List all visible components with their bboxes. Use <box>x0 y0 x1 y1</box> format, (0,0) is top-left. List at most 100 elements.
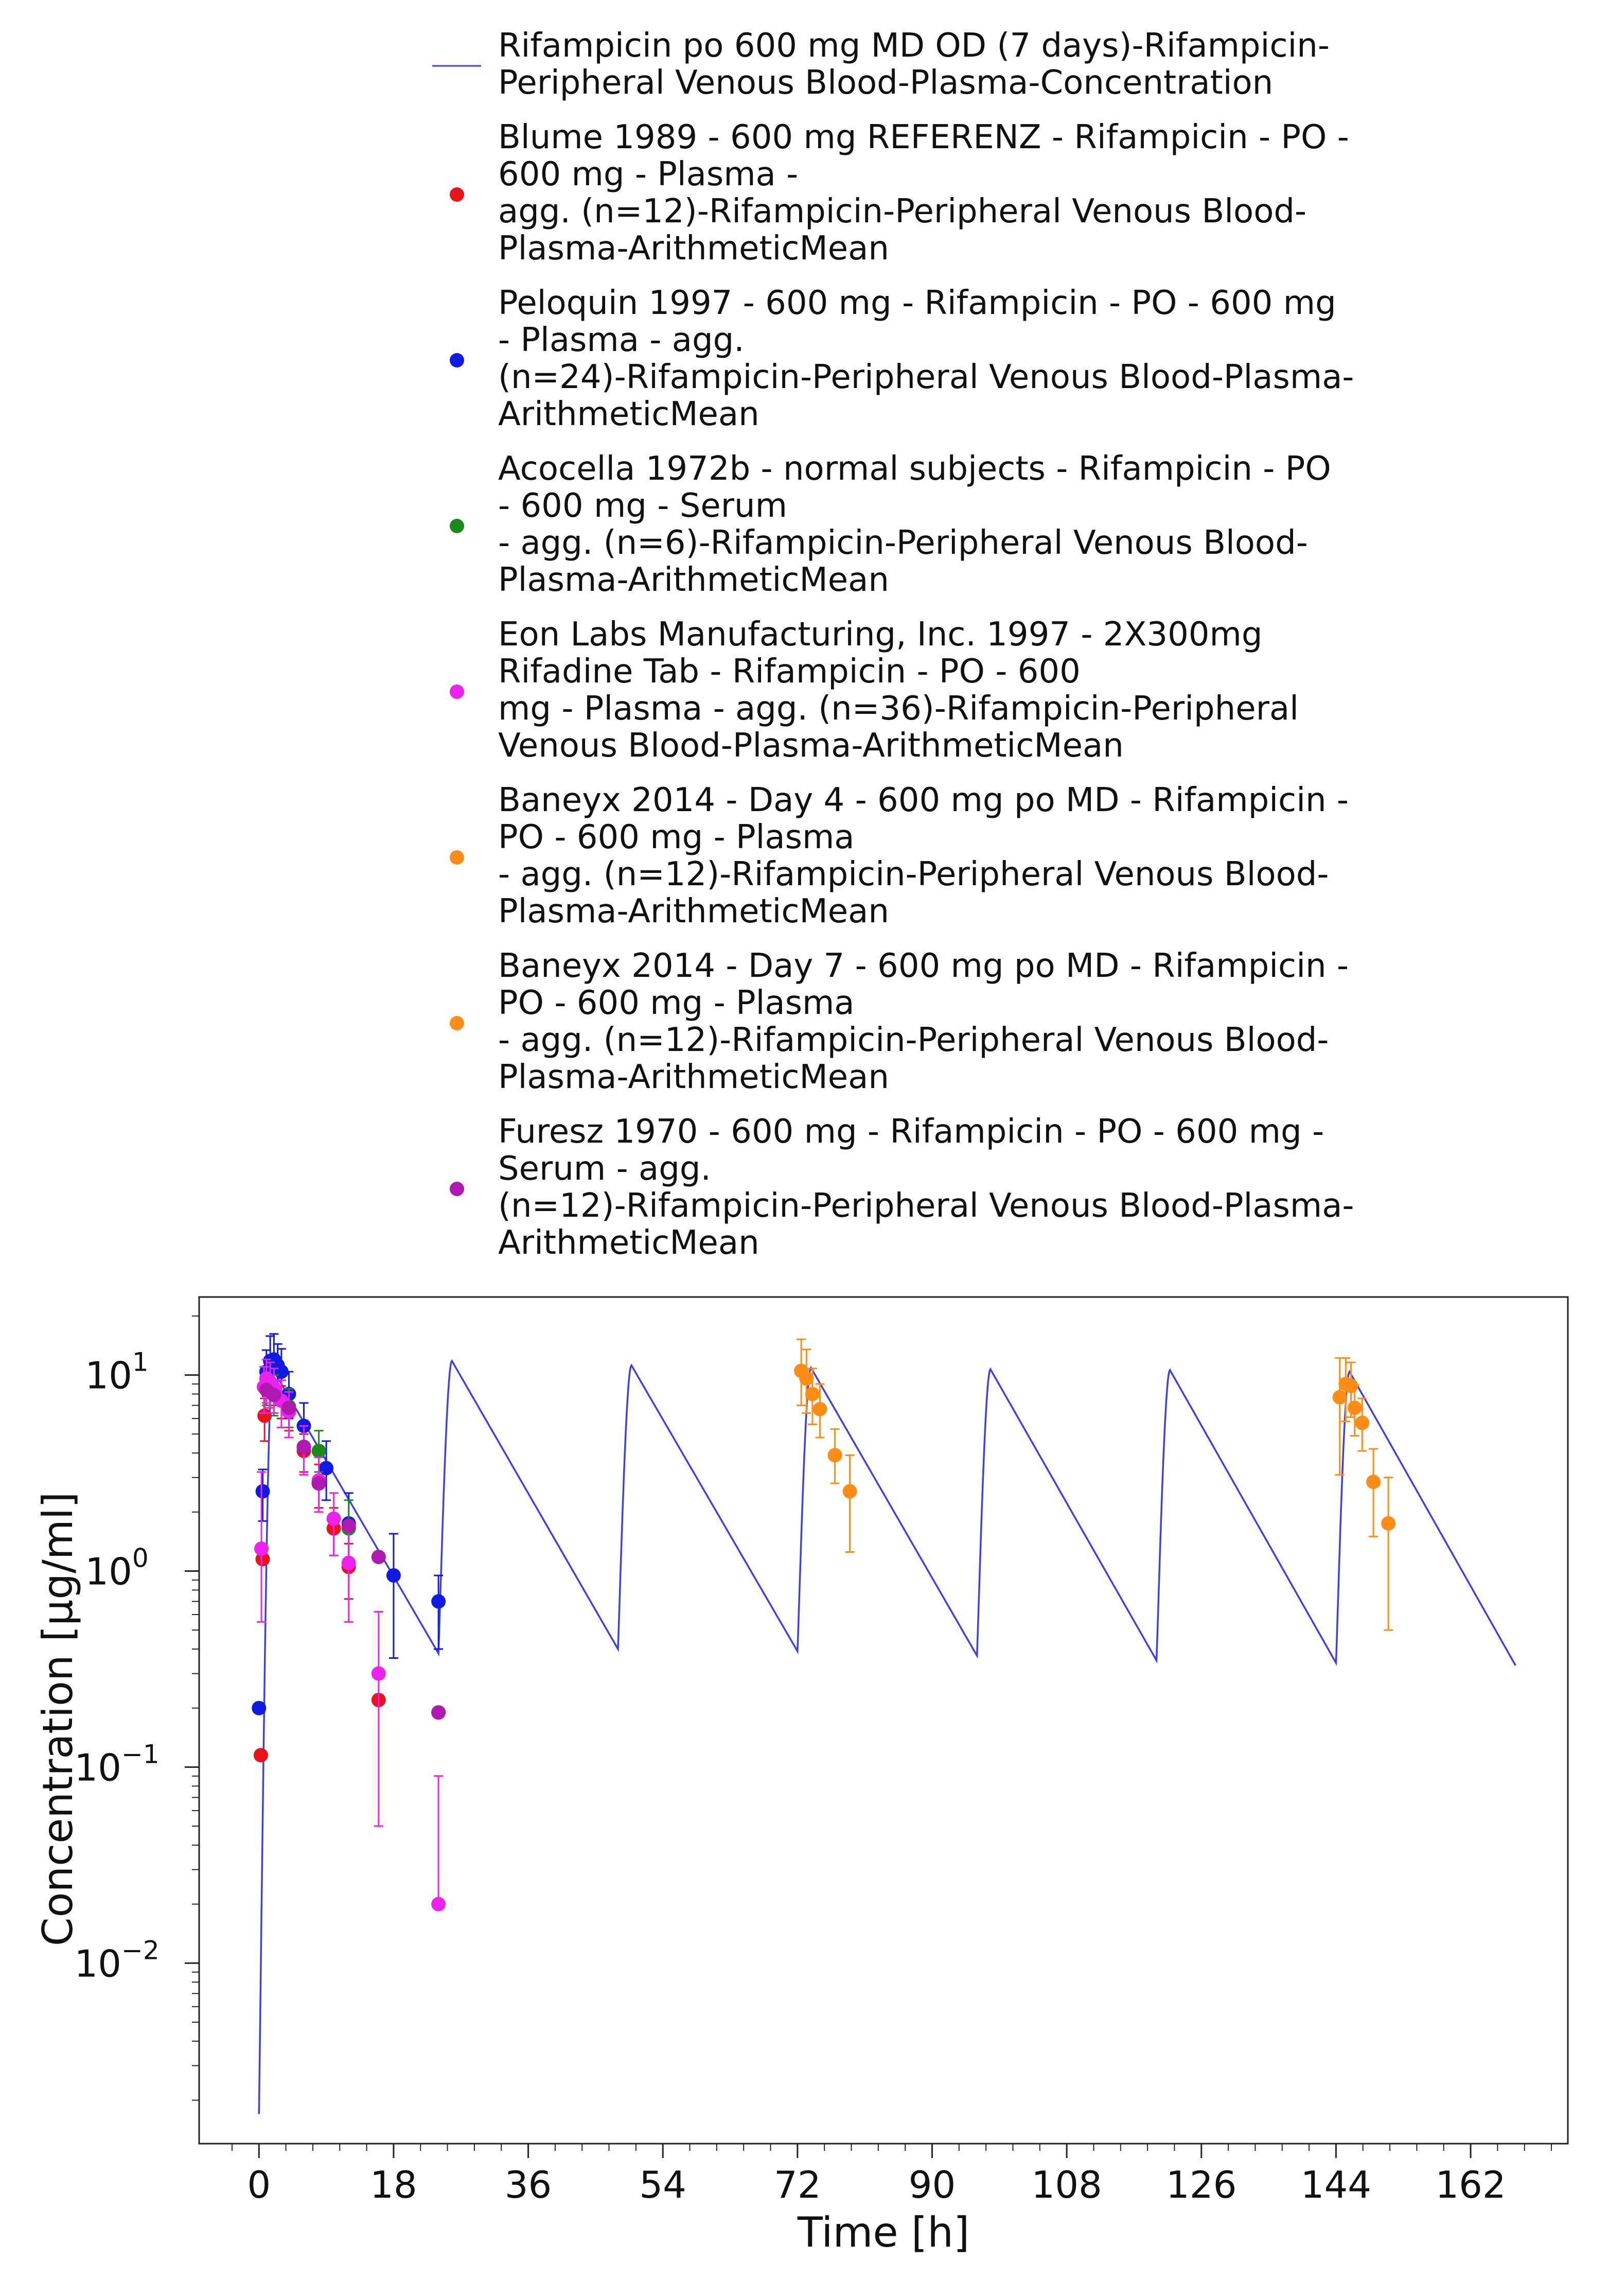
data-point <box>1381 1516 1396 1531</box>
legend-label: Peripheral Venous Blood-Plasma-Concentra… <box>498 64 1273 102</box>
data-point <box>1344 1378 1358 1393</box>
legend-label: Blume 1989 - 600 mg REFERENZ - Rifampici… <box>498 118 1349 156</box>
legend-label: Furesz 1970 - 600 mg - Rifampicin - PO -… <box>498 1113 1324 1151</box>
legend-item: Blume 1989 - 600 mg REFERENZ - Rifampici… <box>450 118 1349 268</box>
observation-series <box>794 1338 857 1553</box>
plot-area-frame <box>198 1296 1569 2145</box>
x-axis: 0 18 36 54 72 90 108 126 144 162 <box>231 2144 1552 2206</box>
data-point <box>252 1701 267 1715</box>
data-point <box>257 1408 272 1423</box>
legend-label: Serum - agg. <box>498 1150 711 1188</box>
legend-item: Baneyx 2014 - Day 4 - 600 mg po MD - Rif… <box>450 781 1349 931</box>
observation-series <box>259 1382 446 1720</box>
data-point <box>842 1484 857 1499</box>
data-point <box>386 1568 401 1583</box>
legend-marker-swatch <box>450 187 464 202</box>
legend-label: ArithmeticMean <box>498 395 759 433</box>
legend-label: mg - Plasma - agg. (n=36)-Rifampicin-Per… <box>498 690 1299 728</box>
legend-label: - agg. (n=12)-Rifampicin-Peripheral Veno… <box>498 1021 1329 1059</box>
data-point <box>296 1440 311 1454</box>
data-point <box>341 1555 356 1570</box>
x-tick-label: 108 <box>1031 2163 1102 2206</box>
legend-label: agg. (n=12)-Rifampicin-Peripheral Venous… <box>498 192 1306 231</box>
data-point <box>254 1541 269 1556</box>
x-tick-label: 90 <box>909 2163 956 2206</box>
legend-label: (n=24)-Rifampicin-Peripheral Venous Bloo… <box>498 358 1354 396</box>
data-point <box>371 1550 386 1565</box>
legend-label: Baneyx 2014 - Day 4 - 600 mg po MD - Rif… <box>498 781 1349 819</box>
legend-marker-swatch <box>450 519 464 533</box>
data-point <box>1366 1475 1381 1489</box>
legend-marker-swatch <box>450 850 464 865</box>
data-point <box>255 1484 270 1499</box>
data-point <box>827 1448 842 1463</box>
x-tick-label: 18 <box>370 2163 417 2206</box>
legend: Rifampicin po 600 mg MD OD (7 days)-Rifa… <box>432 27 1354 1262</box>
legend-label: Rifadine Tab - Rifampicin - PO - 600 <box>498 653 1081 691</box>
legend-label: 600 mg - Plasma - <box>498 155 798 194</box>
legend-label: Plasma-ArithmeticMean <box>498 892 889 931</box>
legend-label: Venous Blood-Plasma-ArithmeticMean <box>498 727 1124 765</box>
data-point <box>341 1518 356 1533</box>
data-point <box>799 1371 814 1386</box>
x-tick-label: 0 <box>247 2163 271 2206</box>
data-point <box>267 1388 281 1403</box>
legend-item: Acocella 1972b - normal subjects - Rifam… <box>450 450 1331 599</box>
data-point <box>431 1897 446 1912</box>
legend-label: - Plasma - agg. <box>498 321 745 359</box>
legend-label: - agg. (n=6)-Rifampicin-Peripheral Venou… <box>498 524 1308 562</box>
legend-item: Furesz 1970 - 600 mg - Rifampicin - PO -… <box>450 1113 1354 1262</box>
data-point <box>431 1594 446 1609</box>
y-axis: 101 100 10−1 10−2 <box>74 1315 199 2101</box>
data-point <box>326 1511 341 1526</box>
legend-label: - agg. (n=12)-Rifampicin-Peripheral Veno… <box>498 855 1329 893</box>
legend-label: - 600 mg - Serum <box>498 487 787 525</box>
y-tick-label: 101 <box>85 1347 148 1397</box>
data-point <box>805 1387 820 1401</box>
x-tick-label: 126 <box>1166 2163 1236 2206</box>
y-tick-label: 10−1 <box>74 1739 159 1789</box>
legend-label: Rifampicin po 600 mg MD OD (7 days)-Rifa… <box>498 27 1330 65</box>
legend-label: Plasma-ArithmeticMean <box>498 1058 889 1096</box>
x-tick-label: 162 <box>1435 2163 1506 2206</box>
y-tick-label: 10−2 <box>74 1935 159 1985</box>
data-point <box>812 1401 827 1416</box>
data-point <box>311 1476 326 1491</box>
x-tick-label: 72 <box>774 2163 821 2206</box>
legend-label: Eon Labs Manufacturing, Inc. 1997 - 2X30… <box>498 616 1262 654</box>
data-point <box>431 1705 446 1720</box>
legend-label: Plasma-ArithmeticMean <box>498 561 889 599</box>
simulation-line <box>258 1359 1516 2114</box>
data-point <box>319 1461 334 1476</box>
data-point <box>1332 1390 1347 1405</box>
data-point <box>281 1400 296 1415</box>
x-tick-label: 144 <box>1301 2163 1371 2206</box>
legend-marker-swatch <box>450 1182 464 1196</box>
legend-label: PO - 600 mg - Plasma <box>498 984 855 1022</box>
simulation-layer <box>258 1359 1516 2114</box>
data-point <box>311 1444 326 1459</box>
data-point <box>371 1666 386 1681</box>
data-point <box>255 1552 270 1567</box>
y-tick-label: 100 <box>85 1543 148 1593</box>
y-axis-title: Concentration [µg/ml] <box>34 1492 82 1947</box>
legend-marker-swatch <box>450 685 464 699</box>
legend-label: Peloquin 1997 - 600 mg - Rifampicin - PO… <box>498 284 1336 322</box>
x-tick-label: 54 <box>639 2163 686 2206</box>
legend-marker-swatch <box>450 353 464 367</box>
data-point <box>253 1748 268 1763</box>
legend-label: ArithmeticMean <box>498 1224 759 1262</box>
x-axis-title: Time [h] <box>797 2209 969 2256</box>
legend-label: (n=12)-Rifampicin-Peripheral Venous Bloo… <box>498 1187 1354 1225</box>
x-tick-label: 36 <box>505 2163 552 2206</box>
legend-marker-swatch <box>450 1016 464 1030</box>
legend-label: Acocella 1972b - normal subjects - Rifam… <box>498 450 1331 488</box>
legend-label: PO - 600 mg - Plasma <box>498 818 855 856</box>
data-point <box>1347 1400 1362 1415</box>
legend-item: Peloquin 1997 - 600 mg - Rifampicin - PO… <box>450 284 1354 433</box>
legend-label: Plasma-ArithmeticMean <box>498 230 889 268</box>
data-point <box>1355 1415 1370 1430</box>
legend-item: Eon Labs Manufacturing, Inc. 1997 - 2X30… <box>450 616 1299 765</box>
